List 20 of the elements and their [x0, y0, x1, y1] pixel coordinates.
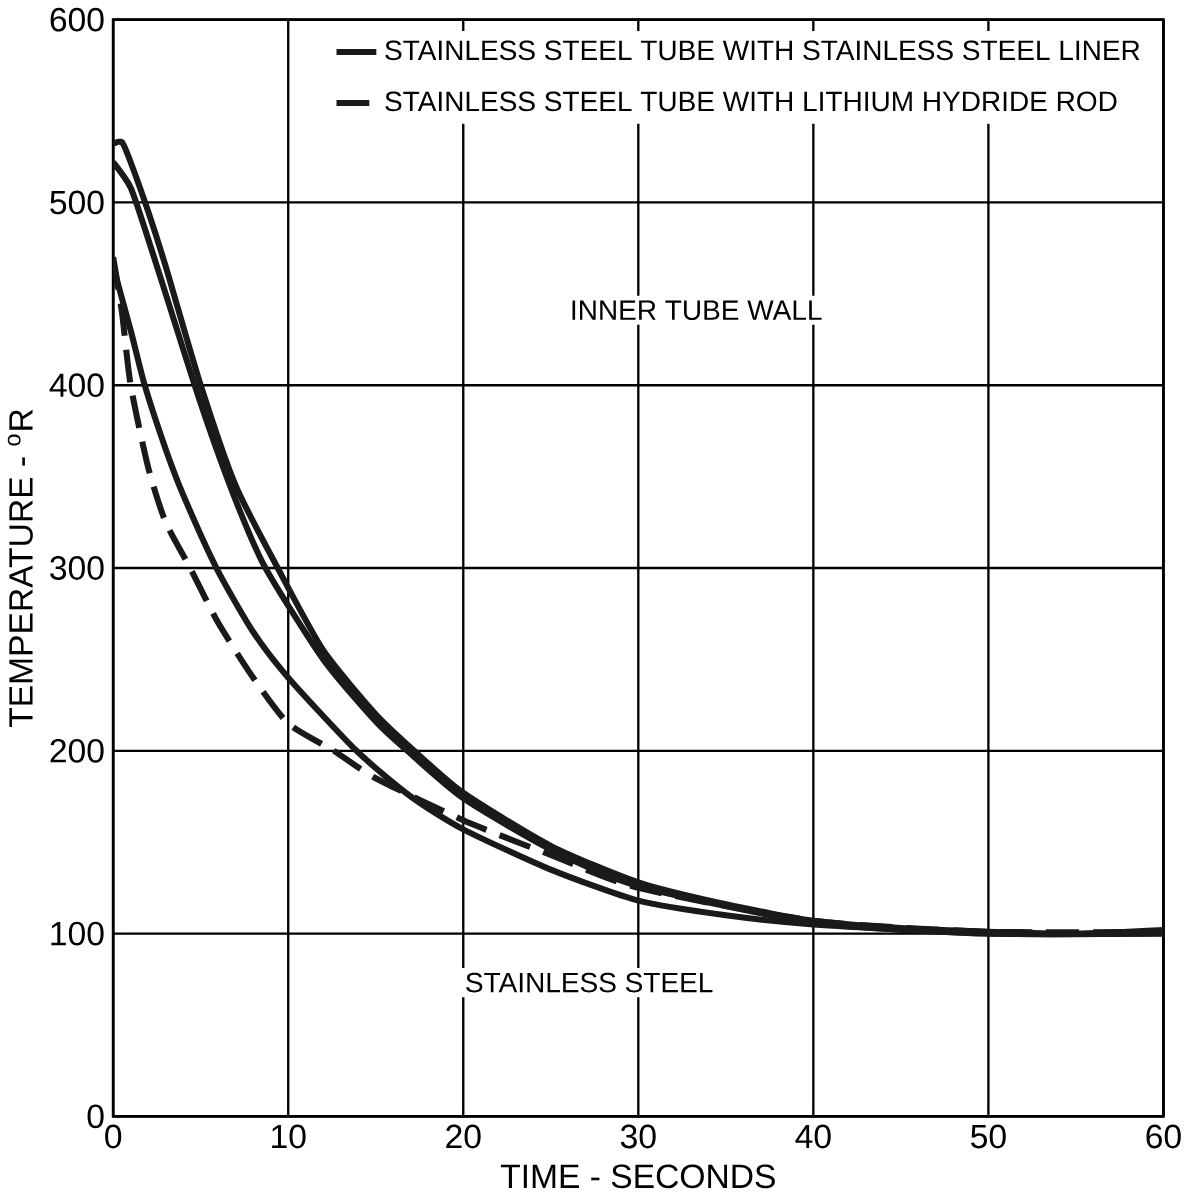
- legend-label: STAINLESS STEEL TUBE WITH LITHIUM HYDRIDE ROD: [385, 91, 1117, 112]
- y-tick-label: 0: [87, 1104, 104, 1129]
- x-tick-label: 50: [971, 1124, 1006, 1149]
- y-tick-label: 200: [50, 738, 104, 763]
- y-tick-label: 100: [51, 921, 104, 946]
- y-tick-label: 600: [50, 7, 104, 32]
- annotation: STAINLESS STEEL: [466, 972, 713, 993]
- x-tick-label: 0: [105, 1124, 122, 1149]
- x-tick-label: 10: [272, 1124, 306, 1149]
- x-axis-title: TIME - SECONDS: [500, 1164, 775, 1189]
- legend-label: STAINLESS STEEL TUBE WITH STAINLESS STEEL LINER: [385, 40, 1140, 61]
- y-tick-label: 400: [49, 373, 104, 398]
- x-tick-label: 30: [620, 1124, 656, 1149]
- y-axis-title: TEMPERATURE - $^{o}$R: [7, 409, 33, 728]
- annotation: INNER TUBE WALL: [572, 300, 822, 321]
- y-tick-label: 500: [50, 190, 104, 215]
- y-tick-label: 300: [50, 556, 104, 580]
- x-tick-label: 60: [1146, 1124, 1181, 1149]
- x-tick-label: 40: [795, 1124, 831, 1149]
- x-tick-label: 20: [446, 1124, 481, 1149]
